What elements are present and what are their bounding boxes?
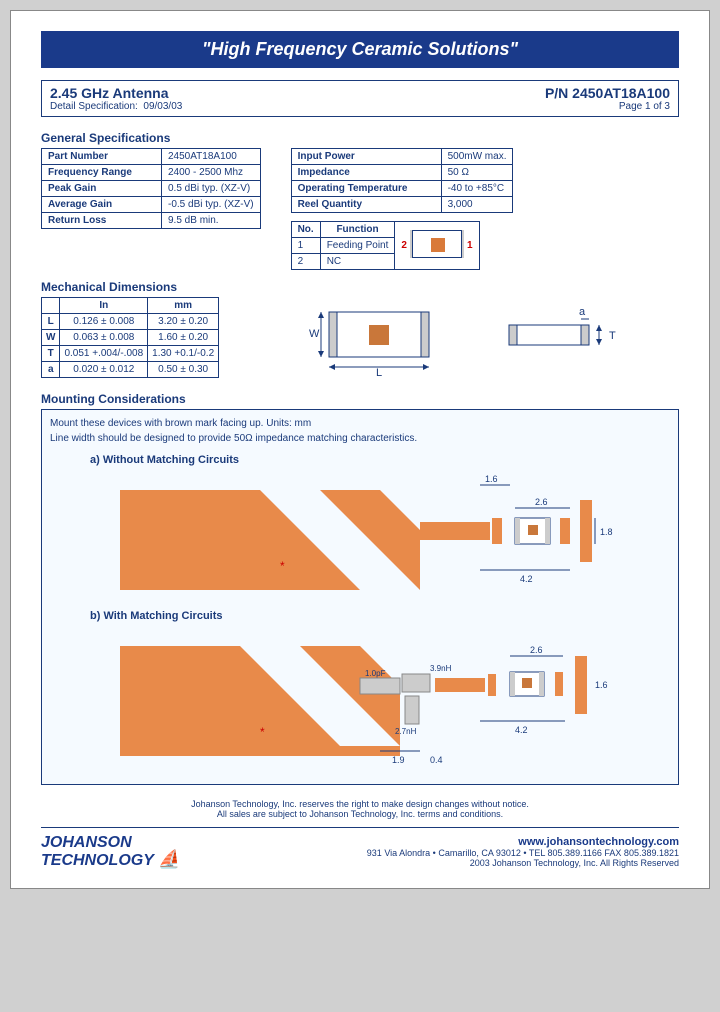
svg-text:L: L (376, 367, 382, 377)
th-func: Function (320, 222, 395, 238)
svg-text:2.7nH: 2.7nH (395, 727, 417, 736)
svg-text:0.4: 0.4 (430, 755, 443, 765)
svg-text:1.9: 1.9 (392, 755, 405, 765)
logo: JOHANSON TECHNOLOGY ⛵ (41, 836, 180, 868)
term-num-1: 1 (467, 240, 473, 251)
svg-text:4.2: 4.2 (520, 574, 533, 584)
svg-text:1.8: 1.8 (600, 527, 613, 537)
part-number: P/N 2450AT18A100 (545, 85, 670, 101)
banner-title: "High Frequency Ceramic Solutions" (41, 31, 679, 68)
svg-text:2.6: 2.6 (535, 497, 548, 507)
mech-title: Mechanical Dimensions (41, 280, 679, 294)
page-num: Page 1 of 3 (619, 101, 670, 112)
spec-table-right: Input Power500mW max.Impedance50 ΩOperat… (291, 148, 514, 213)
datasheet-page: "High Frequency Ceramic Solutions" 2.45 … (10, 10, 710, 889)
mech-table: Inmm L0.126 ± 0.0083.20 ± 0.20W0.063 ± 0… (41, 297, 219, 378)
spec-table-left: Part Number2450AT18A100Frequency Range24… (41, 148, 261, 229)
footer: JOHANSON TECHNOLOGY ⛵ www.johansontechno… (41, 827, 679, 868)
svg-text:4.2: 4.2 (515, 725, 528, 735)
svg-text:W: W (309, 328, 320, 340)
svg-text:1.0pF: 1.0pF (365, 669, 386, 678)
terminal-table: No. Function 2 1 1Feeding Point 2NC (291, 221, 480, 270)
svg-text:1.6: 1.6 (595, 680, 608, 690)
mech-diagram: W L a T (279, 297, 639, 377)
footer-url[interactable]: www.johansontechnology.com (367, 836, 679, 848)
mount-box: Mount these devices with brown mark faci… (41, 409, 679, 785)
disclaimer: Johanson Technology, Inc. reserves the r… (41, 799, 679, 819)
svg-text:a: a (579, 306, 586, 318)
svg-text:2.6: 2.6 (530, 645, 543, 655)
mech-row: Inmm L0.126 ± 0.0083.20 ± 0.20W0.063 ± 0… (41, 297, 679, 378)
mount-text2: Line width should be designed to provide… (50, 433, 670, 444)
svg-text:3.9nH: 3.9nH (430, 664, 452, 673)
detail-spec: Detail Specification: 09/03/03 (50, 101, 182, 112)
term-num-2: 2 (401, 240, 407, 251)
th-no: No. (291, 222, 320, 238)
chip-icon (410, 230, 464, 261)
svg-text:T: T (609, 330, 616, 342)
svg-text:1.6: 1.6 (485, 474, 498, 484)
circuit-b-diagram: 1.0pF 3.9nH 2.7nH * 2.6 1.6 4.2 1.9 0.4 (80, 626, 640, 766)
spec-columns: Part Number2450AT18A100Frequency Range24… (41, 148, 679, 270)
circuit-b-label: b) With Matching Circuits (90, 610, 670, 622)
terminal-config-cell: 2 1 (395, 222, 479, 270)
circuit-a-diagram: * 1.6 2.6 4.2 1.8 (80, 470, 640, 600)
mount-text1: Mount these devices with brown mark faci… (50, 418, 670, 429)
svg-text:*: * (260, 725, 265, 739)
mount-title: Mounting Considerations (41, 392, 679, 406)
boat-icon: ⛵ (158, 849, 180, 869)
footer-right: www.johansontechnology.com 931 Via Alond… (367, 836, 679, 868)
header-box: 2.45 GHz Antenna P/N 2450AT18A100 Detail… (41, 80, 679, 117)
gen-spec-title: General Specifications (41, 131, 679, 145)
product-title: 2.45 GHz Antenna (50, 85, 169, 101)
circuit-a-label: a) Without Matching Circuits (90, 454, 670, 466)
svg-text:*: * (280, 559, 285, 573)
